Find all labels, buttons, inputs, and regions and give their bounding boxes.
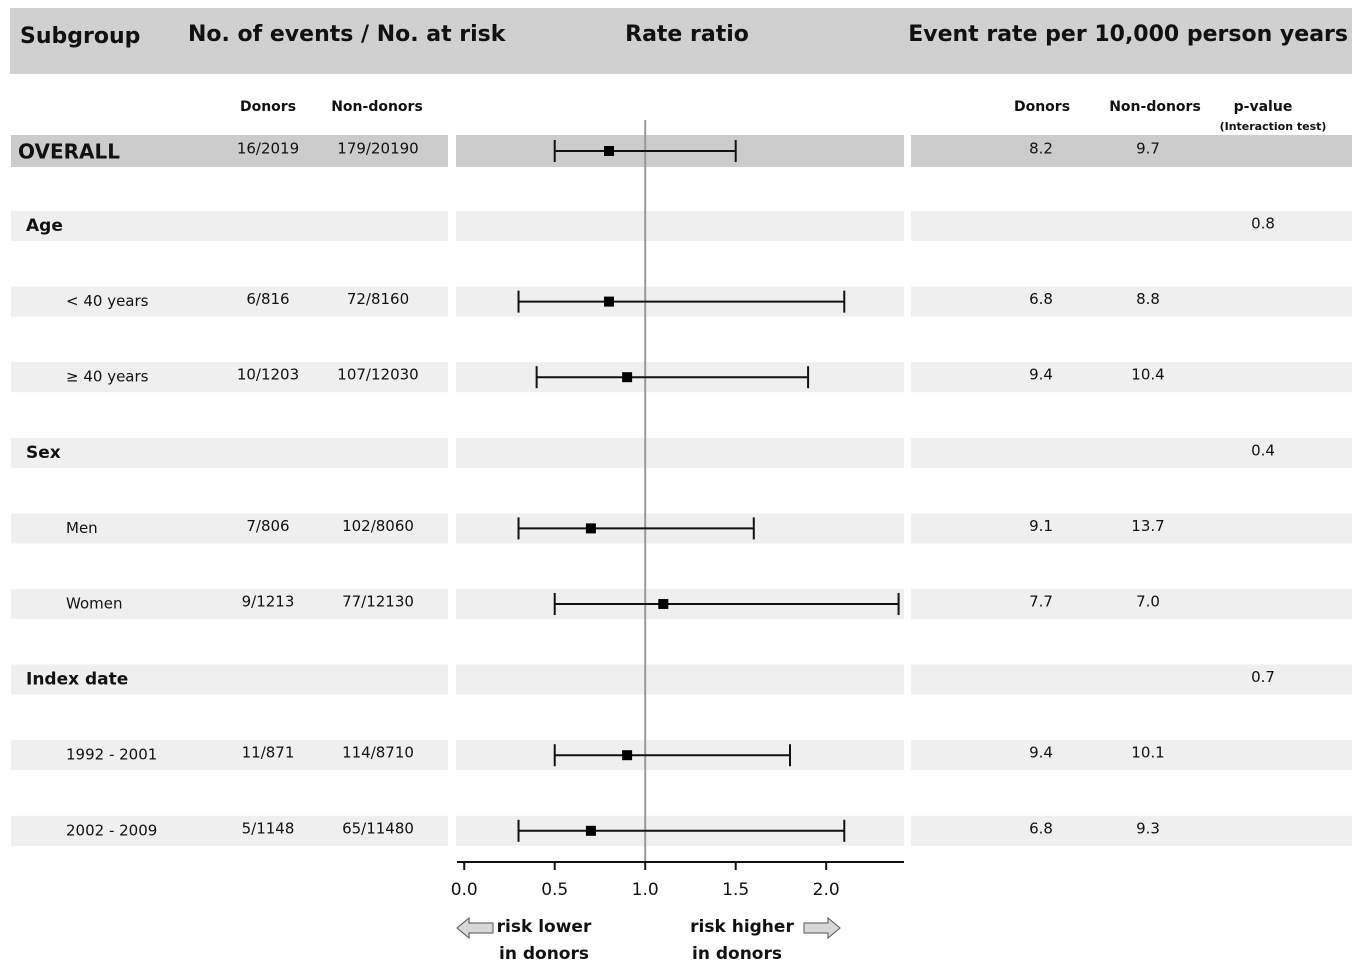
row-band	[11, 740, 448, 771]
group-label: Age	[26, 216, 63, 236]
row-band	[11, 286, 448, 317]
rate-donors: 9.4	[1029, 744, 1053, 762]
rate-non-donors: 9.7	[1136, 140, 1160, 158]
donors: 7/806	[246, 517, 289, 535]
x-tick-label: 1.0	[632, 880, 659, 900]
rate-donors: 9.1	[1029, 517, 1053, 535]
donors: 10/1203	[237, 366, 299, 384]
row-band	[11, 362, 448, 393]
row-band	[11, 211, 448, 241]
row-band	[911, 286, 1352, 317]
estimate	[585, 825, 596, 836]
x-tick-label: 0.5	[541, 880, 568, 900]
subgroup-label: 1992 - 2001	[66, 746, 157, 764]
subheader: Non-donors	[1109, 99, 1201, 115]
row-band	[11, 437, 448, 468]
row-band	[456, 437, 904, 468]
rate-donors: 8.2	[1029, 140, 1053, 158]
row-band	[911, 740, 1352, 771]
estimate	[604, 146, 615, 156]
subgroup-label: < 40 years	[66, 292, 149, 310]
row-band	[11, 513, 448, 544]
donors: 16/2019	[237, 140, 299, 158]
rate-non-donors: 10.1	[1131, 744, 1164, 762]
overall-label: OVERALL	[18, 140, 120, 164]
row-band	[11, 135, 448, 167]
donors: 5/1148	[242, 819, 295, 837]
x-tick-label: 0.0	[451, 880, 478, 900]
subheader: Donors	[240, 99, 296, 115]
plot-layer: OVERALL 16/2019 179/20190 8.2 9.7 Age 0.8 < 40 …	[11, 120, 1352, 964]
p-value: 0.4	[1251, 441, 1275, 459]
rate-non-donors: 13.7	[1131, 517, 1164, 535]
estimate	[585, 523, 596, 534]
subheader-note: (Interaction test)	[1220, 120, 1327, 133]
x-tick-label: 1.5	[722, 880, 749, 900]
p-value: 0.8	[1251, 215, 1275, 233]
estimate	[622, 750, 633, 761]
row-band	[911, 513, 1352, 544]
header-band	[10, 8, 1352, 74]
non-donors: 107/12030	[337, 366, 418, 384]
row-band	[911, 589, 1352, 619]
annotation: risk lower	[497, 917, 592, 937]
row-band	[11, 589, 448, 619]
annotation: risk higher	[690, 917, 794, 937]
subheader: p-value	[1234, 99, 1293, 115]
non-donors: 102/8060	[342, 517, 414, 535]
row-band	[456, 664, 904, 695]
header-subgroup: Subgroup	[20, 24, 140, 49]
row-band	[11, 815, 448, 846]
row-band	[911, 437, 1352, 468]
subgroup-label: 2002 - 2009	[66, 821, 157, 839]
rate-donors: 7.7	[1029, 593, 1053, 611]
subheader: Non-donors	[331, 99, 423, 115]
annotation: in donors	[692, 944, 782, 964]
subheader: Donors	[1014, 99, 1070, 115]
arrow-left	[456, 916, 494, 940]
non-donors: 179/20190	[337, 140, 418, 158]
annotation: in donors	[499, 944, 589, 964]
non-donors: 77/12130	[342, 593, 414, 611]
estimate	[658, 599, 669, 609]
rate-non-donors: 9.3	[1136, 819, 1160, 837]
rate-donors: 6.8	[1029, 819, 1053, 837]
row-band	[911, 815, 1352, 846]
arrow-right	[803, 916, 841, 940]
estimate	[604, 296, 615, 307]
row-band	[911, 211, 1352, 241]
rate-non-donors: 7.0	[1136, 593, 1160, 611]
donors: 6/816	[246, 290, 289, 308]
rate-donors: 9.4	[1029, 366, 1053, 384]
subgroup-label: ≥ 40 years	[66, 368, 149, 386]
donors: 9/1213	[242, 593, 295, 611]
non-donors: 72/8160	[347, 290, 409, 308]
non-donors: 114/8710	[342, 744, 414, 762]
rate-non-donors: 8.8	[1136, 290, 1160, 308]
rate-donors: 6.8	[1029, 290, 1053, 308]
group-label: Sex	[26, 443, 61, 463]
donors: 11/871	[242, 744, 295, 762]
header-counts: No. of events / No. at risk	[188, 22, 507, 47]
p-value: 0.7	[1251, 668, 1275, 686]
x-tick-label: 2.0	[813, 880, 840, 900]
row-band	[456, 211, 904, 241]
subgroup-label: Men	[66, 519, 98, 537]
row-band	[11, 664, 448, 695]
non-donors: 65/11480	[342, 819, 414, 837]
row-band	[911, 362, 1352, 393]
rate-non-donors: 10.4	[1131, 366, 1164, 384]
group-label: Index date	[26, 670, 128, 690]
row-band	[911, 135, 1352, 167]
estimate	[622, 372, 633, 383]
header-rate-ratio: Rate ratio	[625, 22, 749, 47]
header-event-rate: Event rate per 10,000 person years	[908, 22, 1348, 47]
row-band	[911, 664, 1352, 695]
subgroup-label: Women	[66, 595, 122, 613]
